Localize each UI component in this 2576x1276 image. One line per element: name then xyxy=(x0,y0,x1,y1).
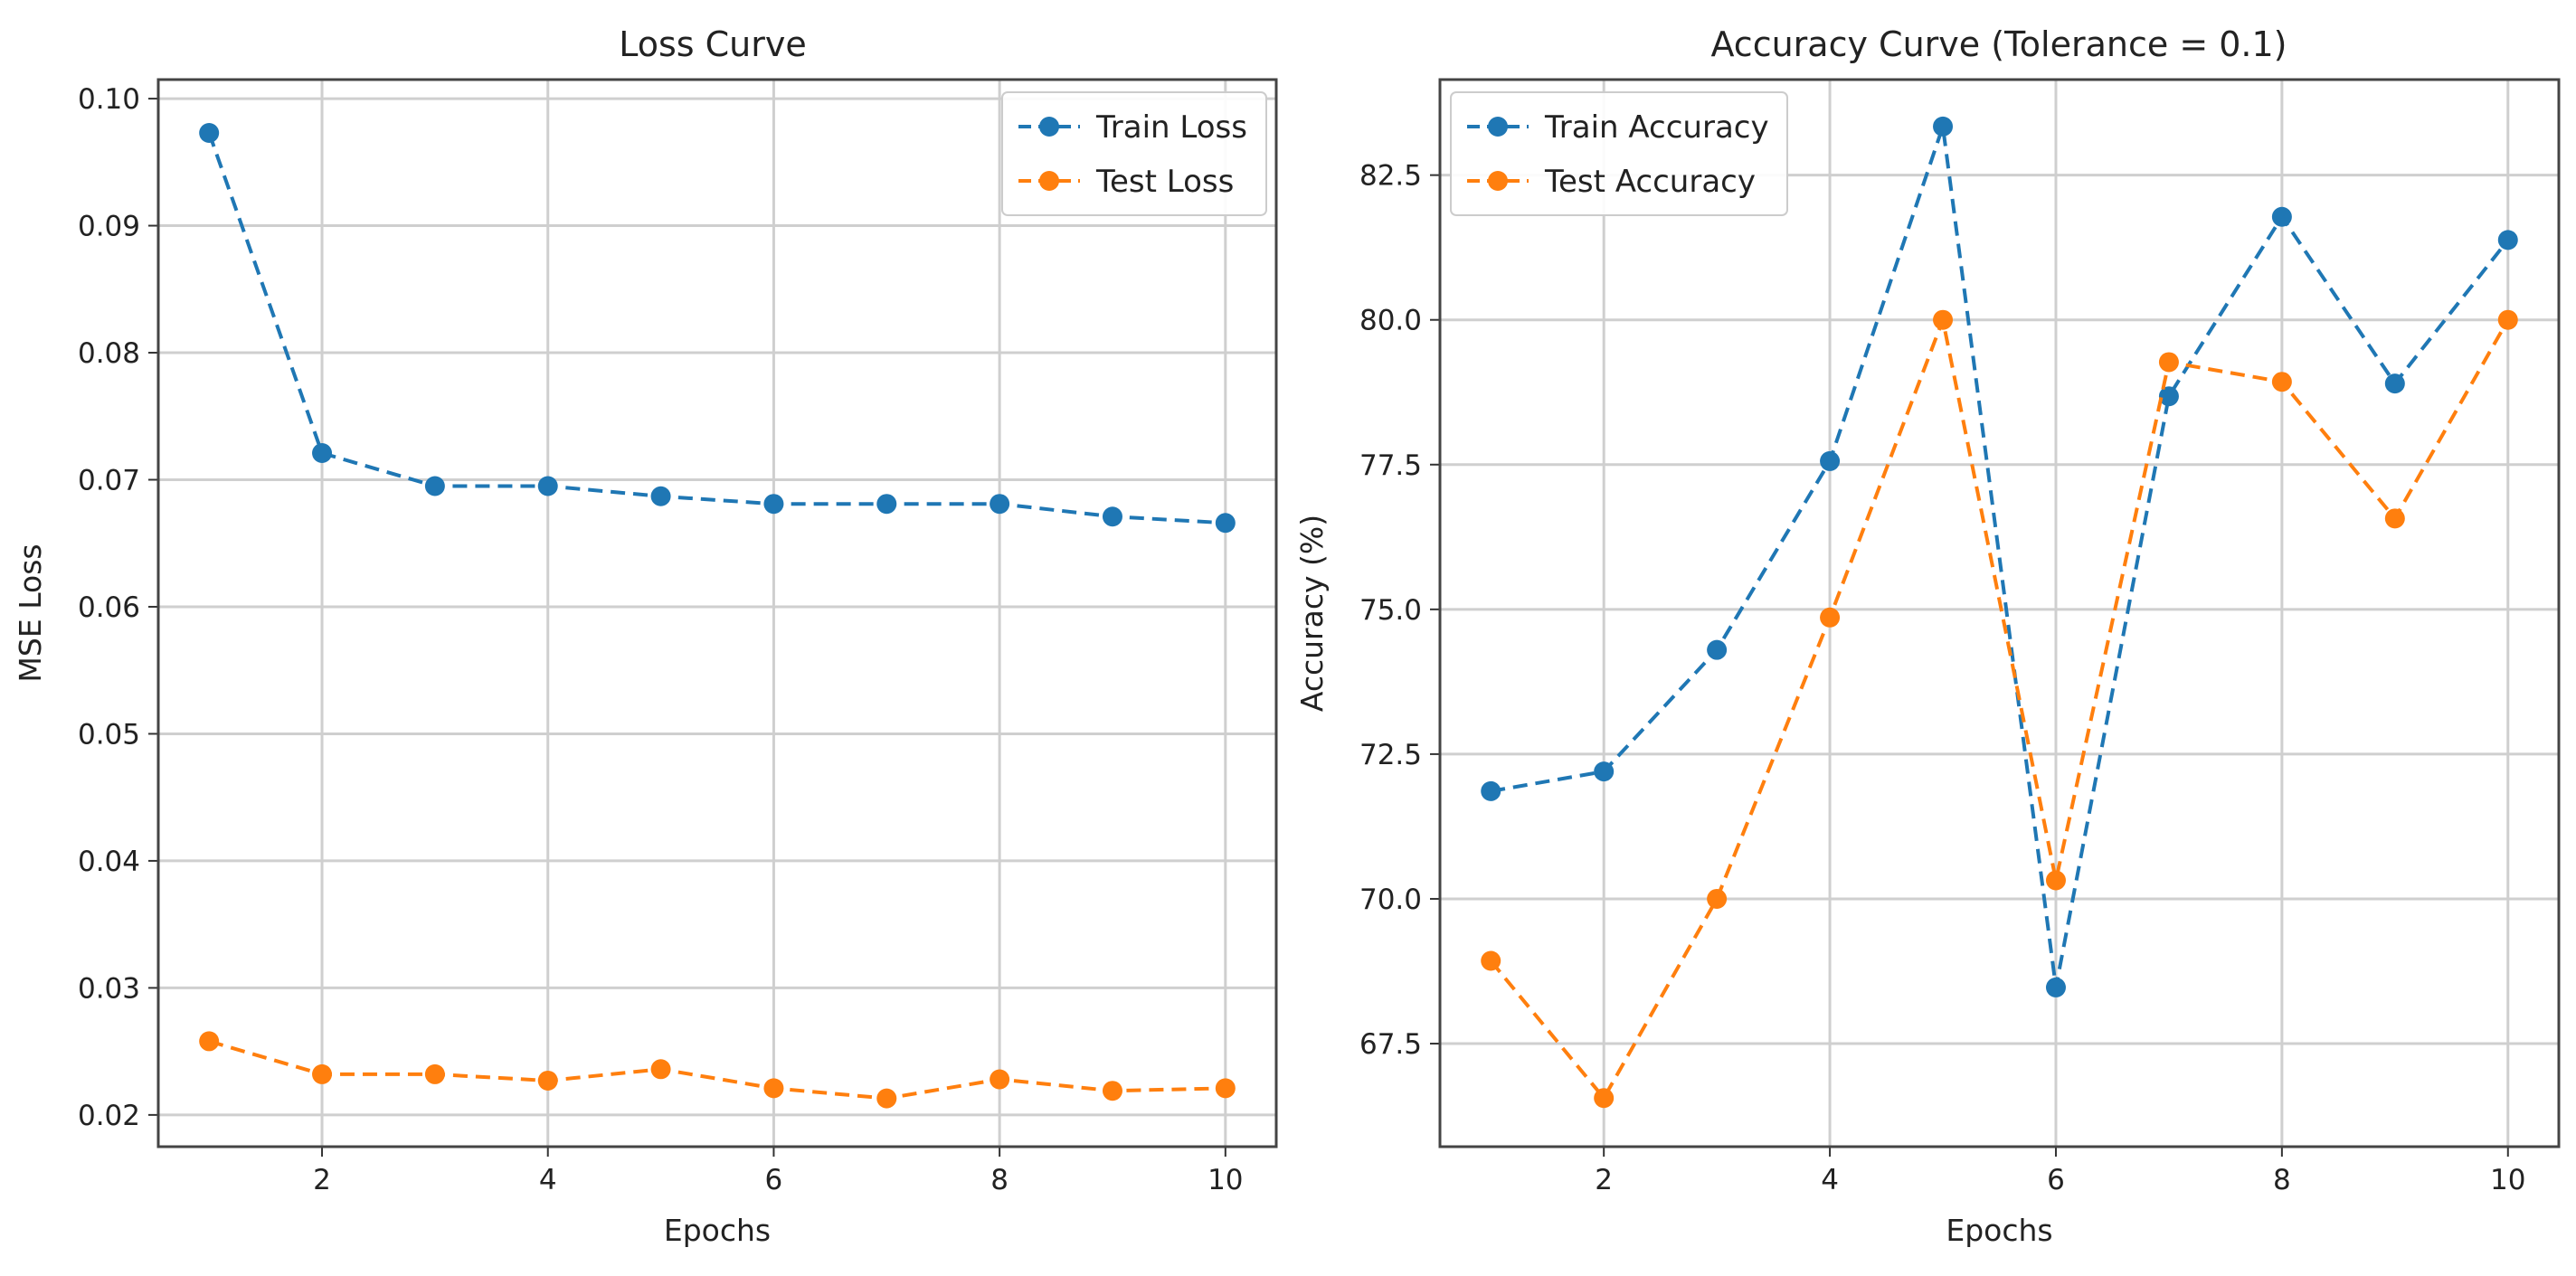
data-point xyxy=(990,494,1010,515)
data-point xyxy=(2271,372,2292,392)
data-point xyxy=(2384,373,2405,394)
y-tick-label: 0.04 xyxy=(78,846,140,878)
series-line-train xyxy=(1490,126,2510,988)
plot-area xyxy=(158,80,1276,1147)
x-axis-label: Epochs xyxy=(1946,1213,2052,1248)
chart-title: Loss Curve xyxy=(619,24,807,64)
legend-marker xyxy=(1488,171,1508,191)
data-point xyxy=(650,1059,671,1080)
legend-box xyxy=(1001,91,1267,216)
chart-title: Accuracy Curve (Tolerance = 0.1) xyxy=(1710,24,2287,64)
x-tick-label: 8 xyxy=(990,1164,1009,1196)
y-tick-label: 0.08 xyxy=(78,337,140,370)
x-tick-label: 10 xyxy=(1208,1164,1243,1196)
data-point xyxy=(1215,513,1236,534)
data-point xyxy=(1820,607,1841,628)
x-axis-label: Epochs xyxy=(664,1213,771,1248)
series-line-test xyxy=(1489,313,2510,1101)
data-point xyxy=(1102,1081,1122,1101)
data-point xyxy=(763,1078,784,1099)
data-point xyxy=(312,443,333,463)
y-tick-label: 0.05 xyxy=(78,718,140,751)
loss-curve-chart: 2 4 6 8 10 0.02 0.03 0.04 0.05 0.06 0.07 0.08 0.09 0.… xyxy=(13,24,1278,1248)
data-point xyxy=(1481,950,1501,971)
data-point xyxy=(2384,508,2405,529)
y-axis-label: MSE Loss xyxy=(13,543,48,682)
data-point xyxy=(2271,206,2292,227)
data-point xyxy=(876,494,897,515)
data-point xyxy=(876,1088,897,1109)
data-point xyxy=(199,123,220,143)
y-tick-label: 0.02 xyxy=(78,1100,140,1132)
y-tick-label: 77.5 xyxy=(1359,449,1422,482)
legend-label: Train Loss xyxy=(1095,109,1247,146)
data-point xyxy=(1820,450,1841,471)
x-tick-label: 6 xyxy=(2047,1164,2065,1196)
y-axis-label: Accuracy (%) xyxy=(1294,515,1330,712)
y-tick-label: 0.09 xyxy=(78,211,140,243)
series-line-train xyxy=(207,132,1226,525)
y-tick-label: 72.5 xyxy=(1359,739,1422,771)
data-point xyxy=(424,1063,445,1084)
data-point xyxy=(1707,639,1728,660)
data-point xyxy=(650,486,671,506)
x-tick-label: 6 xyxy=(765,1164,783,1196)
data-point xyxy=(2158,386,2179,407)
x-tick-label: 8 xyxy=(2273,1164,2291,1196)
x-tick-label: 4 xyxy=(539,1164,557,1196)
data-point xyxy=(537,476,558,496)
x-tick-label: 10 xyxy=(2490,1164,2525,1196)
y-tick-label: 0.07 xyxy=(78,465,140,497)
data-point xyxy=(424,476,445,496)
data-point xyxy=(2045,977,2066,997)
plot-area xyxy=(1440,80,2559,1147)
legend-marker xyxy=(1039,117,1059,137)
data-point xyxy=(2497,309,2518,330)
data-point xyxy=(1594,1088,1615,1109)
legend-label: Test Accuracy xyxy=(1544,164,1756,200)
x-tick-label: 2 xyxy=(313,1164,331,1196)
data-point xyxy=(1102,506,1122,527)
data-point xyxy=(763,494,784,515)
data-point xyxy=(199,1031,220,1052)
data-point xyxy=(2497,230,2518,250)
data-point xyxy=(1594,761,1615,782)
legend-box xyxy=(1450,91,1788,216)
axes-frame xyxy=(1438,78,2561,1148)
data-point xyxy=(990,1069,1010,1090)
y-tick-label: 0.06 xyxy=(78,591,140,624)
data-point xyxy=(537,1070,558,1091)
y-tick-label: 70.0 xyxy=(1359,884,1422,916)
data-point xyxy=(2158,352,2179,373)
data-point xyxy=(312,1063,333,1084)
legend-marker xyxy=(1488,117,1508,137)
legend-marker xyxy=(1039,171,1059,191)
y-tick-label: 82.5 xyxy=(1359,160,1422,193)
accuracy-curve-chart: 2 4 6 8 10 67.5 70.0 72.5 75.0 77.5 80.0 82.5 Accura… xyxy=(1294,24,2561,1248)
y-tick-label: 0.10 xyxy=(78,83,140,116)
y-tick-label: 0.03 xyxy=(78,972,140,1005)
data-point xyxy=(1707,888,1728,909)
legend-label: Train Accuracy xyxy=(1544,109,1769,146)
x-tick-label: 4 xyxy=(1821,1164,1839,1196)
data-point xyxy=(1933,116,1954,137)
legend-label: Test Loss xyxy=(1095,164,1234,200)
y-tick-label: 75.0 xyxy=(1359,594,1422,627)
data-point xyxy=(1215,1078,1236,1099)
x-tick-label: 2 xyxy=(1595,1164,1613,1196)
data-point xyxy=(1481,780,1501,801)
y-tick-label: 67.5 xyxy=(1359,1028,1422,1061)
data-point xyxy=(2045,870,2066,891)
y-tick-label: 80.0 xyxy=(1359,305,1422,337)
axes-frame xyxy=(156,78,1278,1148)
data-point xyxy=(1933,309,1954,330)
